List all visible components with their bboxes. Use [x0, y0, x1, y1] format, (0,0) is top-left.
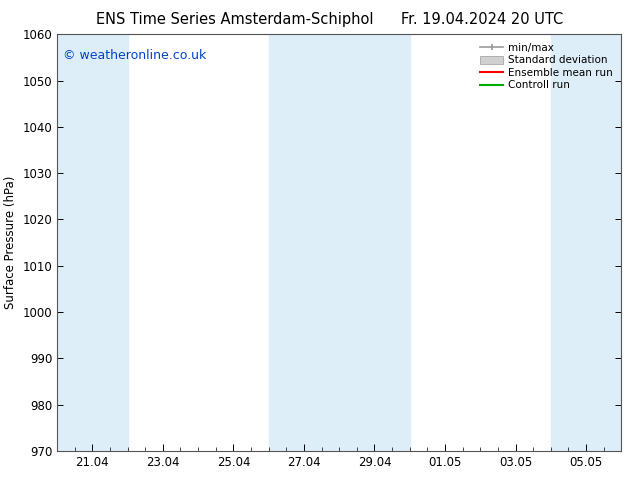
Text: Fr. 19.04.2024 20 UTC: Fr. 19.04.2024 20 UTC	[401, 12, 563, 27]
Bar	[551, 34, 621, 451]
Bar	[269, 34, 410, 451]
Text: © weatheronline.co.uk: © weatheronline.co.uk	[63, 49, 206, 62]
Y-axis label: Surface Pressure (hPa): Surface Pressure (hPa)	[4, 176, 17, 309]
Text: ENS Time Series Amsterdam-Schiphol: ENS Time Series Amsterdam-Schiphol	[96, 12, 373, 27]
Bar	[57, 34, 127, 451]
Legend: min/max, Standard deviation, Ensemble mean run, Controll run: min/max, Standard deviation, Ensemble me…	[477, 40, 616, 94]
